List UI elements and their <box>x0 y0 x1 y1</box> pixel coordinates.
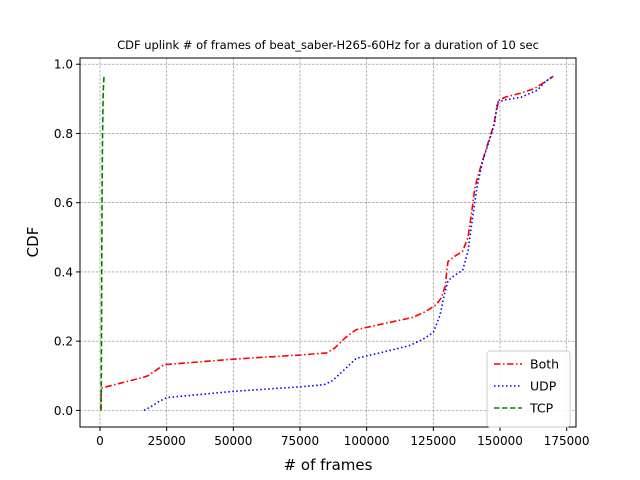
series-line-both <box>100 75 554 411</box>
series-line-tcp <box>100 76 105 411</box>
y-tick-label: 0.4 <box>54 265 73 279</box>
x-tick-label: 25000 <box>148 434 186 448</box>
x-axis-label: # of frames <box>284 456 373 474</box>
y-axis-ticks: 0.0 0.2 0.4 0.6 0.8 1.0 <box>54 58 80 418</box>
plot-frame <box>79 57 577 428</box>
chart-title: CDF uplink # of frames of beat_saber-H26… <box>117 38 539 52</box>
legend-label-both: Both <box>530 357 559 372</box>
x-tick-label: 100000 <box>344 434 390 448</box>
x-axis-ticks: 0 25000 50000 75000 100000 125000 150000 175000 <box>96 427 590 448</box>
x-tick-label: 175000 <box>544 434 590 448</box>
x-tick-label: 125000 <box>410 434 456 448</box>
y-tick-label: 1.0 <box>54 58 73 72</box>
y-tick-label: 0.0 <box>54 404 73 418</box>
x-tick-label: 50000 <box>214 434 252 448</box>
y-tick-label: 0.6 <box>54 196 73 210</box>
y-axis-label: CDF <box>24 227 42 258</box>
legend-label-tcp: TCP <box>529 401 554 416</box>
x-tick-label: 75000 <box>281 434 319 448</box>
x-tick-label: 150000 <box>477 434 523 448</box>
y-tick-label: 0.2 <box>54 335 73 349</box>
y-tick-label: 0.8 <box>54 127 73 141</box>
x-tick-label: 0 <box>96 434 104 448</box>
legend-box <box>486 350 571 428</box>
legend-label-udp: UDP <box>530 379 557 394</box>
series-lines <box>100 75 554 412</box>
legend: Both UDP TCP <box>486 350 571 428</box>
grid <box>80 58 576 427</box>
